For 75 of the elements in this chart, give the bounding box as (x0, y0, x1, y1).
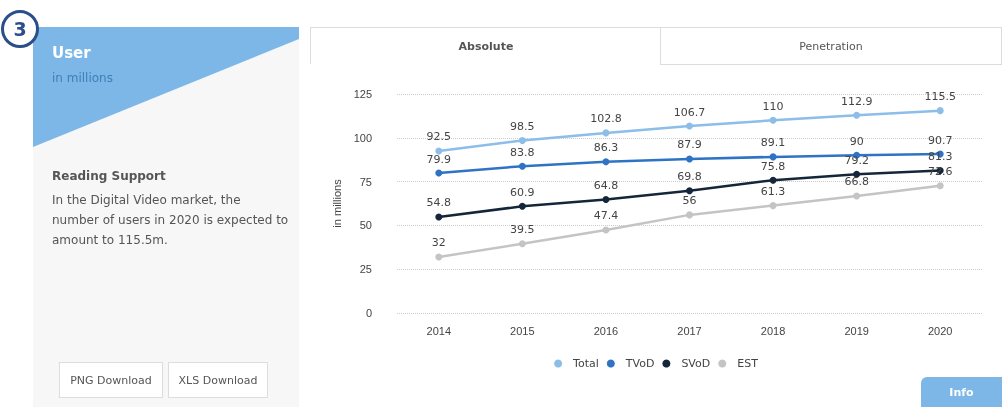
point (435, 213, 443, 221)
number-badge: 3 (1, 10, 39, 48)
y-tick-label: 125 (353, 88, 372, 100)
data-label: 98.5 (510, 119, 535, 133)
legend-label: SVoD (681, 357, 711, 370)
legend-label: TVoD (624, 357, 655, 370)
point (602, 129, 610, 137)
x-tick-label: 2014 (426, 324, 452, 337)
data-label: 66.8 (844, 175, 869, 189)
data-label: 110 (762, 99, 784, 113)
data-label: 54.8 (426, 196, 452, 210)
y-tick-label: 25 (359, 263, 372, 276)
legend-label: Total (572, 357, 599, 370)
point (936, 107, 944, 115)
data-label: 83.8 (510, 145, 535, 159)
point (853, 192, 861, 200)
y-tick-label: 50 (359, 219, 372, 232)
x-tick-label: 2015 (510, 324, 535, 337)
data-label: 90 (849, 134, 864, 148)
absolute-tab[interactable]: Absolute (310, 27, 662, 64)
data-label: 106.7 (673, 105, 706, 119)
point (686, 211, 693, 219)
x-tick-label: 2020 (927, 324, 953, 337)
point (435, 169, 443, 177)
x-tick-label: 2016 (593, 324, 619, 337)
point (686, 122, 693, 130)
point (769, 116, 777, 124)
data-label: 61.3 (760, 185, 786, 199)
text: in millions (52, 71, 113, 85)
point (769, 202, 777, 210)
data-label: 79.9 (426, 152, 452, 166)
penetration-tab[interactable]: Penetration (660, 27, 1002, 65)
data-label: 112.9 (840, 94, 873, 108)
data-label: 90.7 (927, 133, 953, 147)
point (602, 195, 610, 203)
text: User (52, 44, 91, 62)
point (435, 147, 443, 155)
data-label: 75.8 (760, 159, 786, 173)
y-tick-label: 100 (353, 131, 372, 144)
data-label: 64.8 (593, 178, 619, 192)
data-label: 39.5 (510, 223, 535, 237)
y-tick-label: 0 (365, 307, 372, 319)
data-label: 60.9 (510, 185, 535, 199)
point (686, 187, 693, 195)
legend-label: EST (737, 357, 759, 370)
x-tick-label: 2018 (760, 324, 786, 337)
x-tick-label: 2017 (677, 324, 702, 337)
data-label: 79.2 (844, 153, 869, 167)
data-label: 115.5 (924, 90, 956, 104)
point (853, 111, 861, 119)
data-label: 47.4 (593, 209, 619, 223)
point (518, 136, 526, 144)
data-label: 86.3 (593, 141, 619, 155)
point (518, 240, 526, 248)
y-axis-title: in millions (331, 178, 344, 228)
data-label: 102.8 (590, 112, 622, 126)
text: Reading Support (52, 169, 166, 183)
point (769, 176, 777, 184)
point (518, 162, 526, 170)
x-tick-label: 2019 (844, 324, 869, 337)
png-download-button[interactable]: PNG Download (59, 362, 163, 398)
xls-download-button[interactable]: XLS Download (168, 362, 268, 398)
point (936, 182, 944, 190)
point (518, 202, 526, 210)
data-label: 89.1 (760, 136, 786, 150)
point (686, 155, 693, 163)
y-tick-label: 75 (359, 175, 372, 188)
text: In the Digital Video market, the number of users in 2020 is expected to amount to 115.5m. (52, 192, 290, 249)
point (602, 158, 610, 166)
data-label: 56 (682, 194, 697, 208)
data-label: 32 (431, 236, 446, 250)
point (435, 253, 443, 261)
data-label: 69.8 (677, 170, 702, 184)
data-label: 92.5 (426, 130, 452, 144)
data-label: 87.9 (677, 138, 702, 152)
